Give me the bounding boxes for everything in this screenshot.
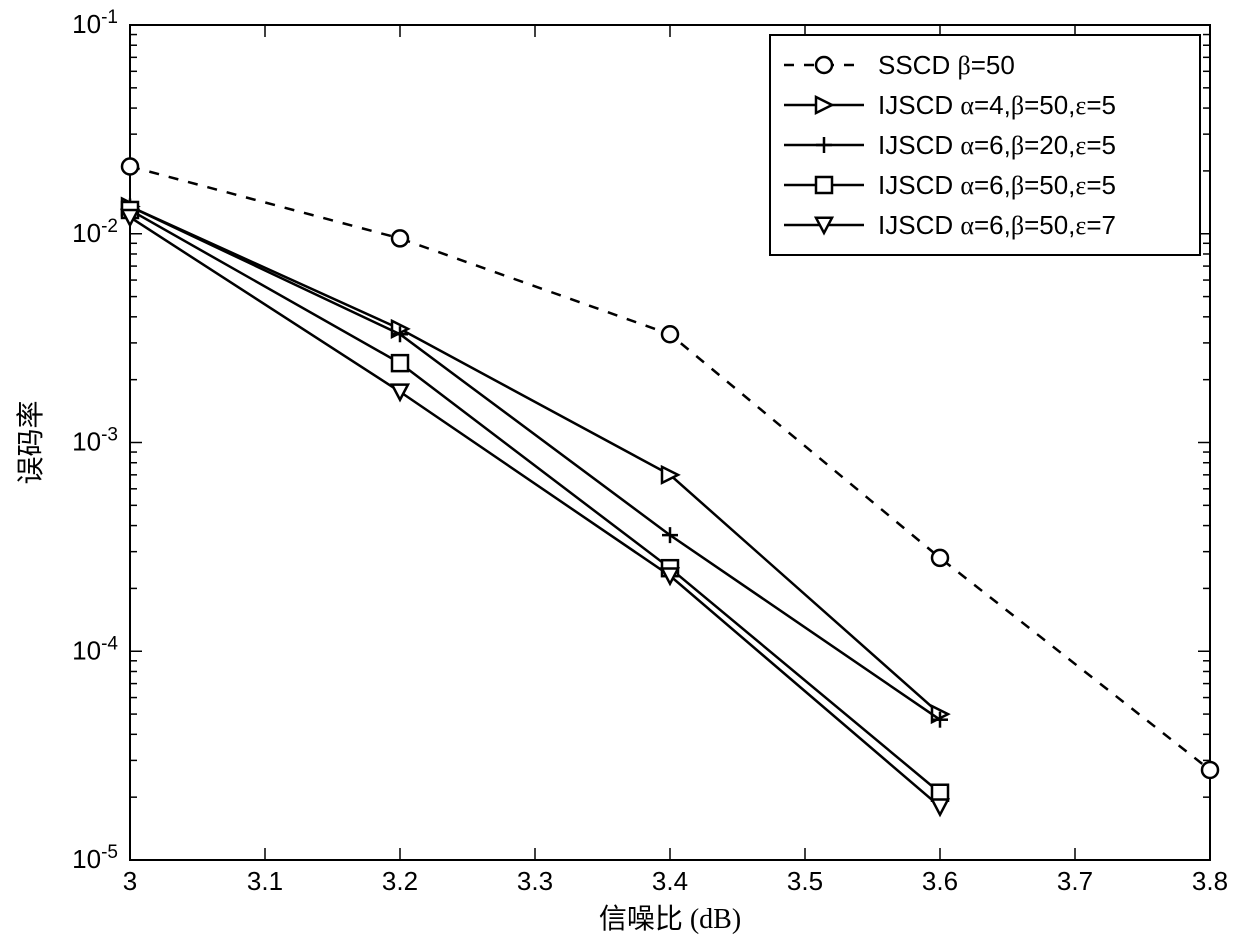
x-tick-label: 3.1	[247, 866, 283, 896]
x-tick-label: 3.3	[517, 866, 553, 896]
x-tick-label: 3.6	[922, 866, 958, 896]
y-tick-label: 10-2	[72, 215, 118, 248]
y-axis-label: 误码率	[15, 400, 47, 484]
y-tick-label: 10-4	[72, 633, 118, 666]
y-tick-label: 10-3	[72, 424, 118, 457]
x-tick-label: 3.7	[1057, 866, 1093, 896]
y-tick-label: 10-5	[72, 842, 118, 875]
x-tick-label: 3	[123, 866, 137, 896]
x-tick-label: 3.8	[1192, 866, 1228, 896]
x-axis-label: 信噪比 (dB)	[599, 903, 741, 935]
ber-vs-snr-chart: 3 3.1 3.2 3.3 3.4 3.5 3.6 3.7 3.8 10-5 10-4 10-3 10-…	[0, 0, 1240, 938]
legend-label: IJSCD α=4,β=50,ε=5	[878, 90, 1116, 120]
legend-label: IJSCD α=6,β=50,ε=7	[878, 210, 1116, 240]
legend-label: IJSCD α=6,β=50,ε=5	[878, 170, 1116, 200]
series-ijscd_a6_b50_e7	[122, 210, 948, 815]
y-tick-label: 10-1	[72, 7, 118, 40]
x-tick-label: 3.5	[787, 866, 823, 896]
chart-svg: 3 3.1 3.2 3.3 3.4 3.5 3.6 3.7 3.8 10-5 10-4 10-3 10-…	[0, 0, 1240, 938]
legend-label: SSCD β=50	[878, 50, 1015, 80]
legend-label: IJSCD α=6,β=20,ε=5	[878, 130, 1116, 160]
x-tick-label: 3.2	[382, 866, 418, 896]
x-tick-label: 3.4	[652, 866, 688, 896]
